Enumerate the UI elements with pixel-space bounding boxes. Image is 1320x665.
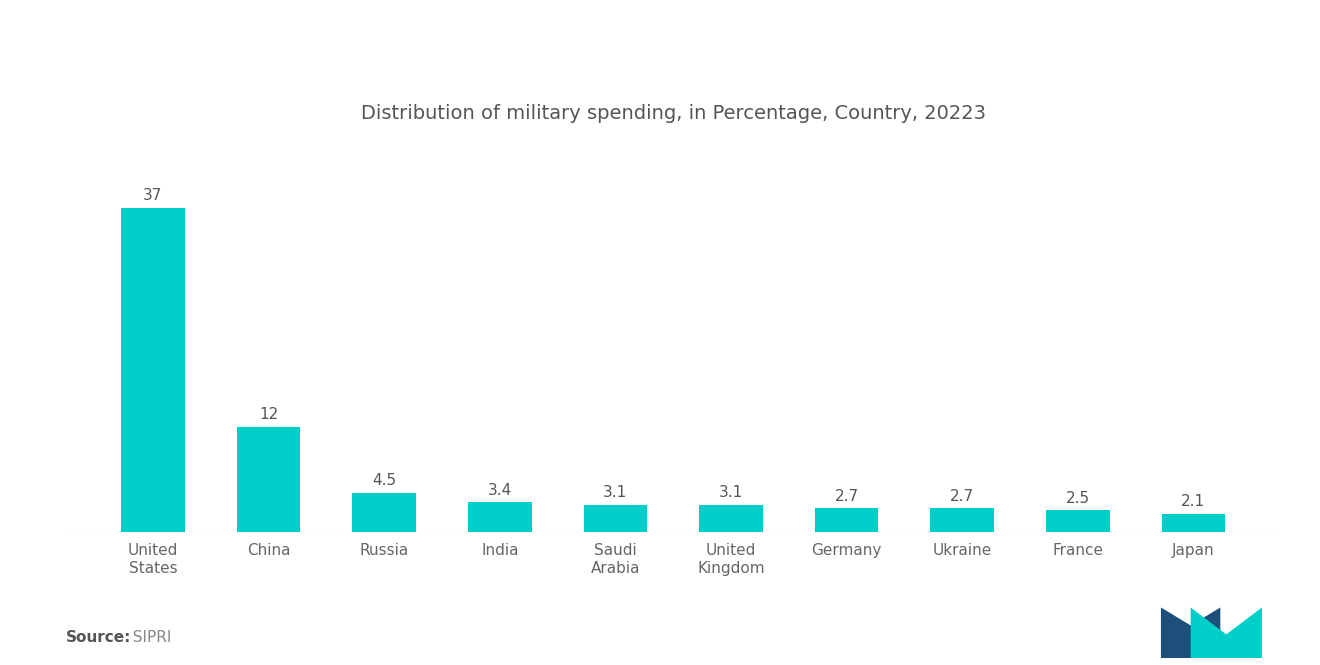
Text: 4.5: 4.5 xyxy=(372,473,396,488)
Bar xyxy=(352,493,416,532)
Text: 3.1: 3.1 xyxy=(719,485,743,501)
Text: 3.4: 3.4 xyxy=(487,483,512,498)
Bar xyxy=(700,505,763,532)
Text: 2.7: 2.7 xyxy=(834,489,859,504)
Text: 3.1: 3.1 xyxy=(603,485,627,501)
Text: 12: 12 xyxy=(259,408,279,422)
Bar xyxy=(469,502,532,532)
Bar xyxy=(236,427,301,532)
Polygon shape xyxy=(1191,608,1262,658)
Text: Source:: Source: xyxy=(66,630,132,645)
Text: 2.1: 2.1 xyxy=(1181,494,1205,509)
Text: 37: 37 xyxy=(144,188,162,203)
Text: 2.5: 2.5 xyxy=(1065,491,1090,505)
Bar xyxy=(814,508,878,532)
Polygon shape xyxy=(1162,608,1220,658)
Text: SIPRI: SIPRI xyxy=(123,630,172,645)
Bar xyxy=(583,505,647,532)
Bar xyxy=(1162,513,1225,532)
Bar xyxy=(931,508,994,532)
Bar xyxy=(1045,510,1110,532)
Title: Distribution of military spending, in Percentage, Country, 20223: Distribution of military spending, in Pe… xyxy=(360,104,986,122)
Bar xyxy=(121,207,185,532)
Text: 2.7: 2.7 xyxy=(950,489,974,504)
